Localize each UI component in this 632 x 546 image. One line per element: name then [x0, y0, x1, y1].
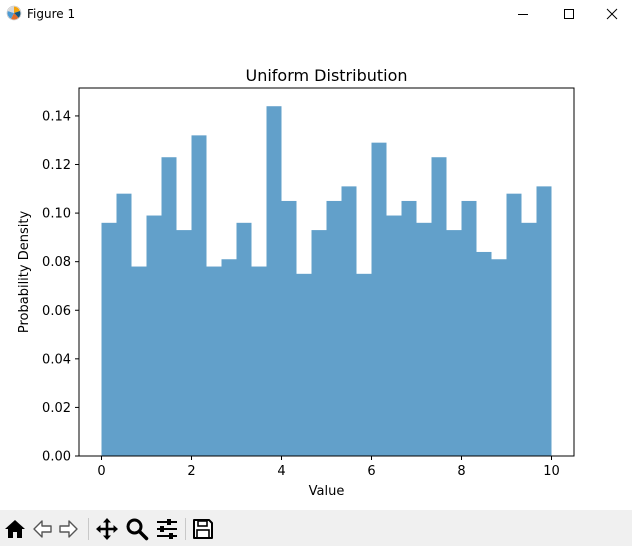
- x-tick-label: 10: [543, 464, 560, 479]
- y-tick-label: 0.00: [42, 450, 71, 465]
- y-tick-label: 0.14: [42, 109, 71, 124]
- histogram-bar: [491, 259, 507, 456]
- histogram-bar: [146, 215, 162, 456]
- histogram-bar: [506, 193, 522, 456]
- back-arrow-icon: [33, 520, 52, 538]
- y-tick-label: 0.06: [42, 304, 71, 319]
- histogram-bar: [101, 222, 117, 456]
- histogram-bar: [311, 230, 327, 456]
- navigation-toolbar: [0, 510, 632, 546]
- x-tick-label: 6: [367, 464, 375, 479]
- forward-button[interactable]: [56, 516, 82, 542]
- histogram-chart: 0 2 4 6 8 10 0.00 0.02 0.04 0.06 0.08 0.10 0.12 0.14 U…: [17, 66, 575, 499]
- back-button[interactable]: [29, 516, 55, 542]
- minimize-icon: [518, 14, 528, 15]
- histogram-bar: [116, 193, 132, 456]
- home-icon: [5, 520, 25, 538]
- configure-subplots-icon: [157, 519, 177, 539]
- histogram-bar: [536, 186, 552, 457]
- histogram-bar: [341, 186, 357, 457]
- histogram-bar: [191, 135, 207, 456]
- configure-subplots-button[interactable]: [154, 516, 180, 542]
- histogram-bar: [431, 157, 447, 456]
- histogram-bar: [206, 266, 222, 456]
- histogram-bar: [161, 157, 177, 456]
- pan-move-icon: [96, 518, 118, 540]
- maximize-button[interactable]: [546, 0, 592, 28]
- histogram-bar: [236, 222, 252, 456]
- y-tick-label: 0.08: [42, 255, 71, 270]
- y-axis-label: Probability Density: [17, 211, 32, 334]
- histogram-bar: [476, 251, 492, 456]
- x-tick-label: 2: [187, 464, 195, 479]
- histogram-bar: [131, 266, 147, 456]
- matplotlib-logo-icon: [6, 5, 22, 21]
- histogram-bar: [401, 200, 417, 456]
- histogram-bar: [521, 222, 537, 456]
- toolbar-separator: [185, 518, 186, 540]
- window-title: Figure 1: [27, 7, 76, 21]
- histogram-bar: [281, 200, 297, 456]
- close-icon: [606, 8, 618, 20]
- histogram-bar: [266, 106, 282, 456]
- histogram-bar: [251, 266, 267, 456]
- x-axis-label: Value: [309, 484, 345, 499]
- x-tick-label: 4: [277, 464, 285, 479]
- histogram-bar: [326, 200, 342, 456]
- y-tick-label: 0.10: [42, 207, 71, 222]
- close-button[interactable]: [592, 0, 632, 28]
- histogram-bar: [416, 222, 432, 456]
- histogram-bar: [296, 273, 312, 456]
- histogram-bar: [356, 273, 372, 456]
- histogram-bar: [176, 230, 192, 456]
- forward-arrow-icon: [59, 520, 78, 538]
- save-button[interactable]: [190, 516, 216, 542]
- y-tick-label: 0.12: [42, 158, 71, 173]
- figure-canvas[interactable]: 0 2 4 6 8 10 0.00 0.02 0.04 0.06 0.08 0.10 0.12 0.14 U…: [0, 28, 632, 510]
- y-tick-label: 0.02: [42, 401, 71, 416]
- pan-button[interactable]: [94, 516, 120, 542]
- histogram-bar: [371, 142, 387, 456]
- window-titlebar: Figure 1: [0, 0, 632, 28]
- minimize-button[interactable]: [500, 0, 546, 28]
- histogram-bar: [461, 200, 477, 456]
- save-floppy-icon: [193, 519, 213, 539]
- zoom-button[interactable]: [124, 516, 150, 542]
- histogram-bar: [386, 215, 402, 456]
- y-tick-label: 0.04: [42, 352, 71, 367]
- histogram-bar: [221, 259, 237, 456]
- x-tick-label: 0: [97, 464, 105, 479]
- maximize-icon: [564, 9, 574, 19]
- histogram-bar: [446, 230, 462, 456]
- axes-frame: [78, 87, 575, 457]
- toolbar-separator: [88, 518, 89, 540]
- zoom-magnifier-icon: [126, 518, 149, 541]
- x-tick-label: 8: [457, 464, 465, 479]
- home-button[interactable]: [2, 516, 28, 542]
- chart-title: Uniform Distribution: [245, 66, 407, 85]
